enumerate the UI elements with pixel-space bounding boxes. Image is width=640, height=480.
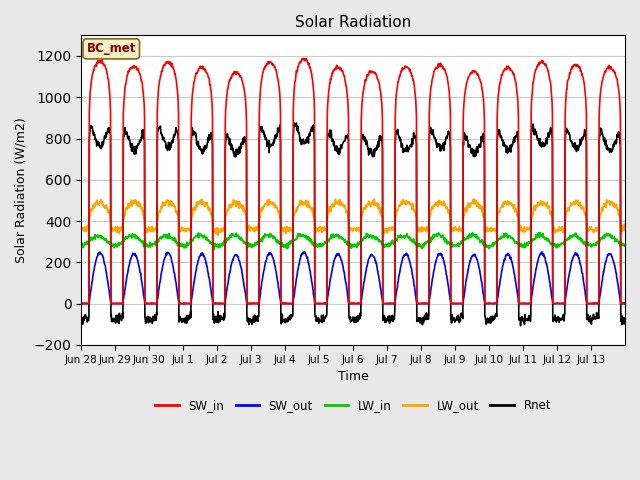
SW_in xyxy=(339,68,347,73)
SW_in xyxy=(561,300,569,306)
SW_out xyxy=(614,284,622,289)
SW_out xyxy=(163,252,170,258)
LW_in xyxy=(339,235,347,241)
Y-axis label: Solar Radiation (W/m2): Solar Radiation (W/m2) xyxy=(15,117,28,263)
Line: LW_in: LW_in xyxy=(81,233,625,250)
LW_in xyxy=(163,235,170,241)
Rnet xyxy=(329,136,337,142)
LW_in xyxy=(468,230,476,236)
Rnet xyxy=(339,141,347,146)
LW_in xyxy=(77,242,85,248)
Rnet xyxy=(561,139,569,145)
X-axis label: Time: Time xyxy=(338,370,369,383)
LW_out xyxy=(339,201,347,207)
Text: BC_met: BC_met xyxy=(86,42,136,55)
LW_out xyxy=(614,210,622,216)
Line: SW_out: SW_out xyxy=(81,252,625,304)
Line: Rnet: Rnet xyxy=(81,123,625,325)
Legend: SW_in, SW_out, LW_in, LW_out, Rnet: SW_in, SW_out, LW_in, LW_out, Rnet xyxy=(150,394,556,416)
SW_out xyxy=(621,300,628,306)
SW_in xyxy=(621,300,628,306)
LW_out xyxy=(214,232,222,238)
Line: SW_in: SW_in xyxy=(81,59,625,304)
LW_out xyxy=(621,222,628,228)
LW_out xyxy=(77,229,85,235)
Rnet xyxy=(77,315,85,321)
Title: Solar Radiation: Solar Radiation xyxy=(295,15,412,30)
Line: LW_out: LW_out xyxy=(81,199,625,235)
SW_out xyxy=(538,249,546,255)
SW_out xyxy=(481,301,489,307)
SW_out xyxy=(561,299,569,305)
SW_in xyxy=(614,83,621,88)
LW_in xyxy=(614,240,622,245)
Rnet xyxy=(614,131,622,136)
SW_in xyxy=(163,59,170,65)
Rnet xyxy=(621,321,628,326)
LW_out xyxy=(482,225,490,231)
LW_in xyxy=(211,247,218,253)
SW_out xyxy=(339,262,347,268)
LW_in xyxy=(621,243,628,249)
LW_in xyxy=(561,236,569,241)
SW_in xyxy=(481,301,489,307)
LW_out xyxy=(163,199,170,205)
LW_out xyxy=(370,196,378,202)
SW_out xyxy=(77,300,85,306)
SW_in xyxy=(300,56,307,61)
Rnet xyxy=(516,323,524,328)
SW_in xyxy=(329,71,337,76)
Rnet xyxy=(292,120,300,126)
SW_in xyxy=(77,301,85,307)
LW_in xyxy=(482,241,490,247)
LW_out xyxy=(561,212,569,218)
SW_out xyxy=(329,264,337,270)
Rnet xyxy=(481,314,489,320)
SW_out xyxy=(77,301,85,307)
LW_out xyxy=(329,204,337,210)
LW_in xyxy=(329,233,337,239)
Rnet xyxy=(163,145,170,151)
